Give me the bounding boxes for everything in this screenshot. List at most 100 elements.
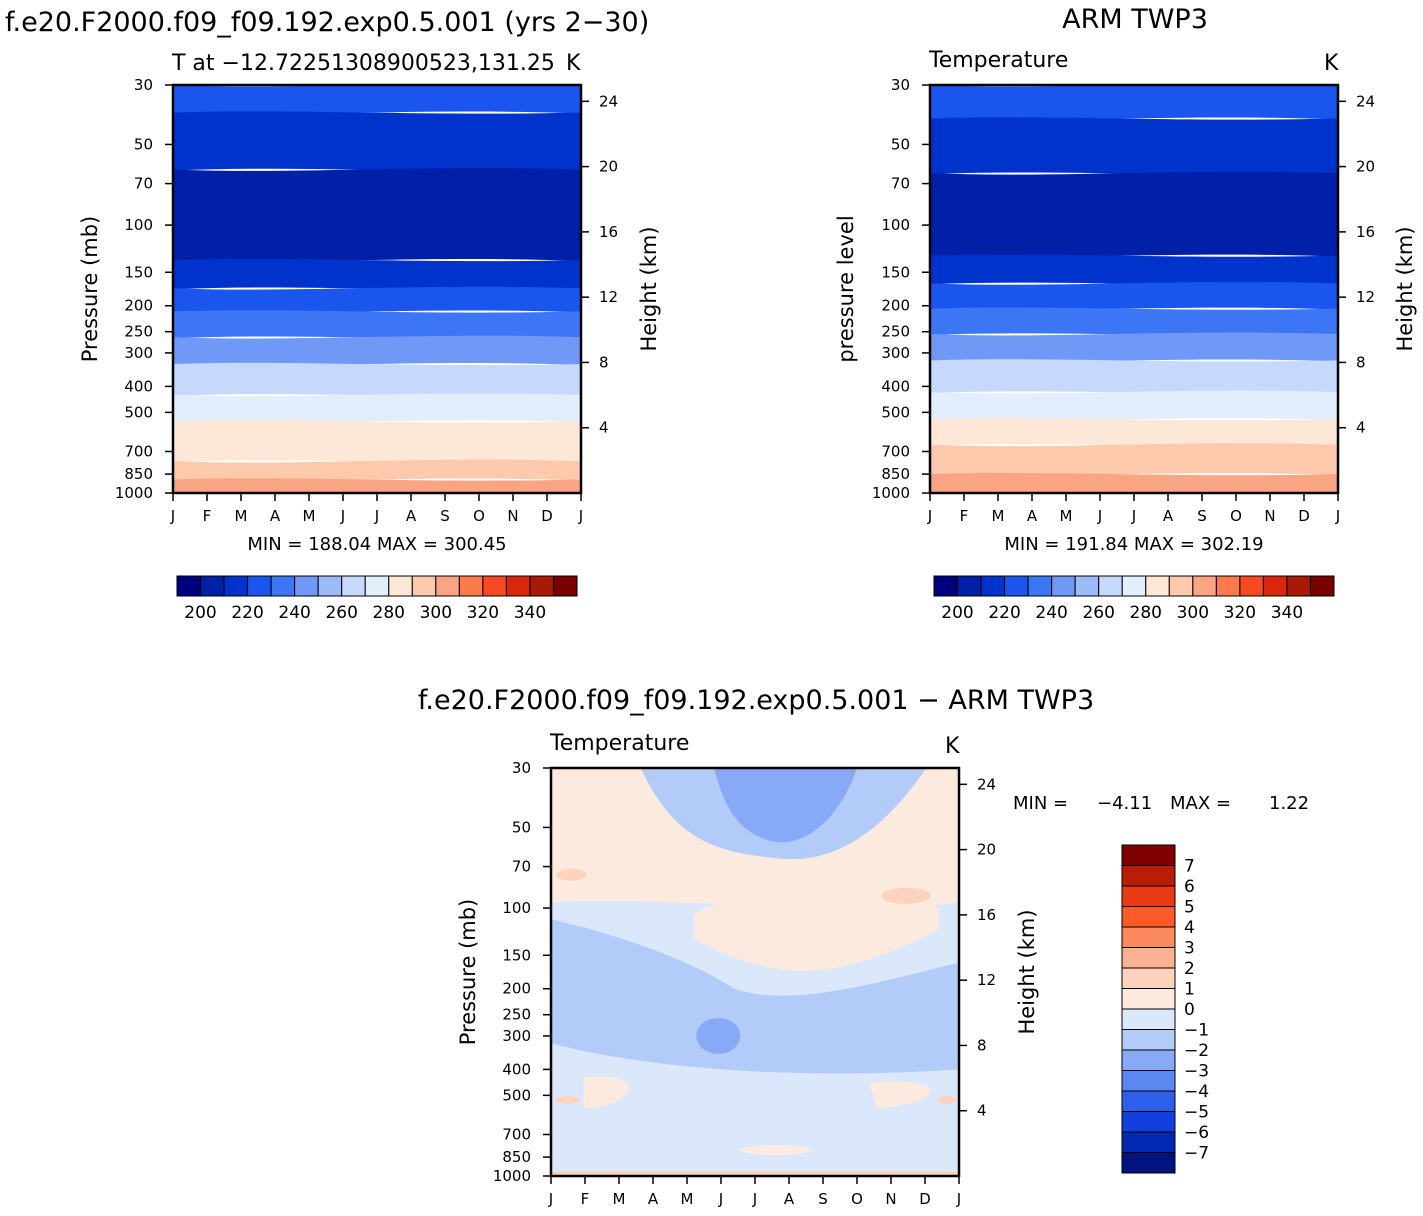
model-hlabel-3: 12: [599, 288, 618, 306]
model-hlabel-5: 4: [599, 419, 609, 437]
obs-cb-swatch-3: [1004, 575, 1029, 597]
obs-cb-swatch-14: [1262, 575, 1288, 597]
obs-hlabel-0: 24: [1356, 92, 1375, 110]
model-band-5: [173, 310, 581, 339]
obs-plabel-4: 150: [881, 263, 910, 281]
model-cb-swatch-6: [317, 575, 343, 597]
panel-diff-max-value: 1.22: [1269, 793, 1309, 814]
diff-hlabel-2: 16: [977, 906, 996, 924]
obs-xlabel-9: O: [1230, 507, 1242, 525]
diff-plabel-4: 150: [502, 946, 531, 964]
panel-model-title: f.e20.F2000.f09_f09.192.exp0.5.001 (yrs …: [5, 7, 649, 38]
obs-cb-label-1: 220: [988, 603, 1020, 623]
obs-plabel-5: 200: [881, 297, 910, 315]
model-band-8: [173, 393, 581, 424]
model-cb-label-5: 300: [420, 603, 452, 623]
model-plabel-1: 50: [134, 135, 153, 153]
diff-hlabel-5: 4: [977, 1102, 987, 1120]
diff-plabel-8: 400: [502, 1060, 531, 1078]
model-xlabel-10: N: [507, 507, 518, 525]
diff-band-mid-coldspot: [696, 1017, 741, 1054]
model-band-3: [173, 258, 581, 290]
obs-cb-label-3: 260: [1082, 603, 1114, 623]
model-xlabel-11: D: [541, 507, 553, 525]
model-band-6: [173, 335, 581, 366]
panel-model-y2label: Height (km): [637, 226, 661, 351]
diff-xlabel-0: J: [548, 1190, 553, 1208]
diff-cb-swatch-14: [1121, 1131, 1176, 1153]
diff-plabel-7: 300: [502, 1027, 531, 1045]
model-plabel-6: 250: [124, 323, 153, 341]
obs-band-7: [930, 359, 1338, 394]
model-cb-swatch-1: [200, 575, 225, 597]
diff-hlabel-1: 20: [977, 841, 996, 859]
obs-cb-swatch-1: [957, 575, 982, 597]
obs-cb-swatch-4: [1027, 575, 1053, 597]
model-xlabel-12: J: [578, 507, 583, 525]
diff-band-lower-light-right: [869, 1081, 931, 1109]
panel-obs-left-label: Temperature: [928, 48, 1068, 73]
panel-diff-left-label: Temperature: [549, 731, 689, 756]
panel-model-contour-fill: [173, 85, 581, 493]
model-xlabel-6: J: [374, 507, 379, 525]
model-cb-label-1: 220: [231, 603, 263, 623]
obs-cb-swatch-7: [1098, 575, 1123, 597]
model-band-11: [173, 478, 581, 493]
diff-warm-patch-4: [936, 1095, 957, 1104]
diff-xlabel-9: O: [851, 1190, 863, 1208]
diff-cb-label-8: −1: [1184, 1021, 1209, 1041]
diff-plabel-0: 30: [512, 759, 531, 777]
obs-band-6: [930, 332, 1338, 363]
diff-hlabel-4: 8: [977, 1036, 987, 1054]
model-xlabel-0: J: [170, 507, 175, 525]
obs-xlabel-2: M: [992, 507, 1005, 525]
obs-xlabel-11: D: [1298, 507, 1310, 525]
obs-xlabel-0: J: [927, 507, 932, 525]
panel-model-minmax: MIN = 188.04 MAX = 300.45: [247, 534, 506, 555]
diff-cb-swatch-15: [1121, 1152, 1176, 1174]
diff-cb-label-1: 6: [1184, 877, 1195, 897]
diff-hlabel-3: 12: [977, 971, 996, 989]
diff-cb-swatch-12: [1121, 1090, 1176, 1112]
diff-cb-label-10: −3: [1184, 1062, 1209, 1082]
model-cb-swatch-14: [505, 575, 531, 597]
panel-obs: ARM TWP3 Temperature K 30 50 70 100 150 200 25…: [834, 4, 1417, 623]
diff-band-lower-light-center: [740, 1145, 811, 1156]
model-band-10: [173, 459, 581, 482]
obs-band-0: [930, 85, 1338, 121]
panel-diff-min-value: −4.11: [1097, 793, 1152, 814]
panel-obs-units: K: [1324, 51, 1339, 76]
panel-obs-colorbar: 200 220 240 260 280 300 320 340: [933, 575, 1335, 623]
diff-cb-swatch-1: [1121, 865, 1176, 887]
obs-plabel-9: 500: [881, 403, 910, 421]
diff-xlabel-11: D: [919, 1190, 931, 1208]
model-xlabel-7: A: [406, 507, 417, 525]
model-plabel-0: 30: [134, 76, 153, 94]
obs-hlabel-3: 12: [1356, 288, 1375, 306]
diff-cb-swatch-7: [1121, 988, 1176, 1010]
model-plabel-2: 70: [134, 175, 153, 193]
panel-diff-ylabel: Pressure (mb): [456, 899, 480, 1046]
model-xlabel-2: M: [235, 507, 248, 525]
obs-cb-swatch-12: [1215, 575, 1241, 597]
obs-hlabel-4: 8: [1356, 353, 1366, 371]
obs-cb-label-5: 300: [1177, 603, 1209, 623]
obs-band-10: [930, 443, 1338, 477]
diff-cb-label-6: 1: [1184, 980, 1195, 1000]
obs-xlabel-3: A: [1027, 507, 1038, 525]
model-cb-swatch-3: [247, 575, 272, 597]
diff-cb-label-2: 5: [1184, 898, 1195, 918]
diff-xlabel-5: J: [718, 1190, 723, 1208]
model-plabel-3: 100: [124, 216, 153, 234]
diff-plabel-5: 200: [502, 980, 531, 998]
panel-model-ylabel: Pressure (mb): [78, 216, 102, 363]
panel-diff-min-label: MIN =: [1013, 793, 1068, 814]
obs-plabel-10: 700: [881, 442, 910, 460]
obs-xlabel-8: S: [1197, 507, 1207, 525]
diff-plabel-12: 1000: [493, 1167, 531, 1185]
model-cb-swatch-2: [223, 575, 249, 597]
model-plabel-9: 500: [124, 403, 153, 421]
model-cb-label-7: 340: [514, 603, 546, 623]
model-plabel-4: 150: [124, 263, 153, 281]
